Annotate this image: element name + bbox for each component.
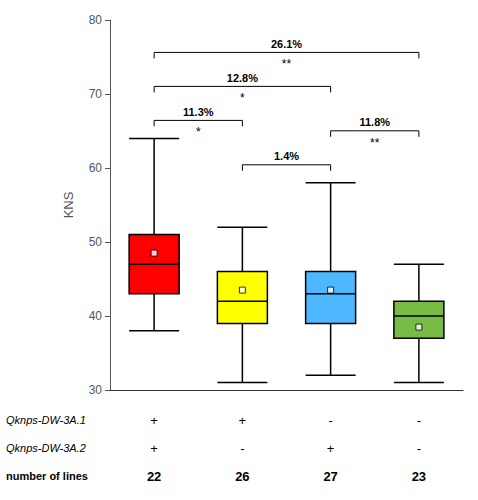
svg-text:+: + (327, 441, 335, 456)
svg-text:11.3%: 11.3% (183, 106, 214, 118)
svg-text:-: - (417, 413, 421, 428)
svg-text:-: - (417, 441, 421, 456)
svg-text:number of lines: number of lines (6, 470, 88, 482)
svg-text:**: ** (370, 136, 380, 150)
svg-text:-: - (328, 413, 332, 428)
svg-text:50: 50 (89, 235, 103, 249)
svg-text:11.8%: 11.8% (359, 116, 390, 128)
svg-text:KNS: KNS (61, 191, 76, 218)
svg-text:+: + (150, 441, 158, 456)
svg-text:70: 70 (89, 87, 103, 101)
svg-text:30: 30 (89, 383, 103, 397)
svg-text:12.8%: 12.8% (227, 72, 258, 84)
svg-text:-: - (240, 441, 244, 456)
svg-text:1.4%: 1.4% (274, 150, 299, 162)
svg-text:Qknps-DW-3A.1: Qknps-DW-3A.1 (6, 414, 86, 426)
svg-text:**: ** (282, 57, 292, 71)
svg-text:80: 80 (89, 13, 103, 27)
svg-text:*: * (196, 125, 201, 139)
svg-text:27: 27 (323, 469, 337, 484)
svg-text:40: 40 (89, 309, 103, 323)
svg-text:60: 60 (89, 161, 103, 175)
svg-text:26.1%: 26.1% (271, 38, 302, 50)
svg-text:+: + (150, 413, 158, 428)
svg-text:Qknps-DW-3A.2: Qknps-DW-3A.2 (6, 442, 86, 454)
svg-text:26: 26 (235, 469, 249, 484)
svg-text:+: + (239, 413, 247, 428)
svg-text:*: * (240, 91, 245, 105)
svg-text:22: 22 (147, 469, 161, 484)
svg-text:23: 23 (412, 469, 426, 484)
